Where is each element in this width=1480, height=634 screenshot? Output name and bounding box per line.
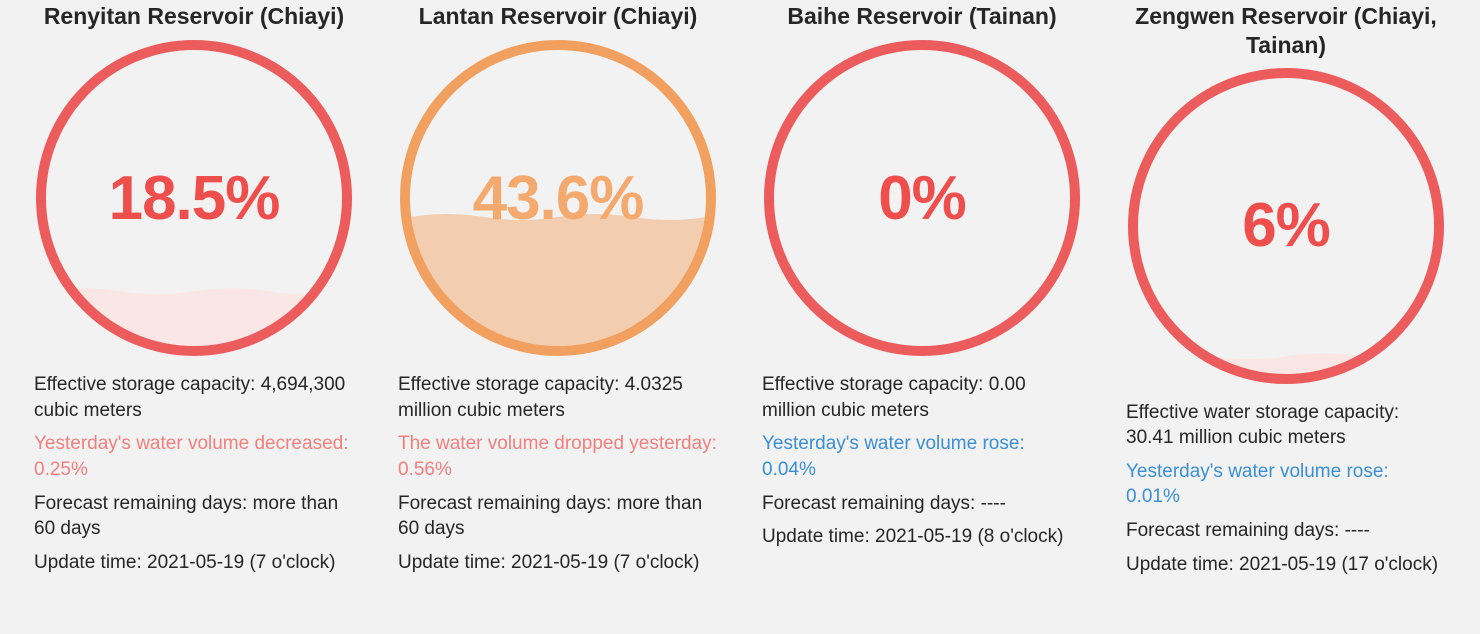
updated-text: Update time: 2021-05-19 (8 o'clock) bbox=[762, 524, 1082, 550]
capacity-text: Effective storage capacity: 0.00 million… bbox=[762, 372, 1082, 423]
forecast-text: Forecast remaining days: more than 60 da… bbox=[34, 491, 354, 542]
gauge: 43.6% bbox=[398, 38, 718, 358]
reservoir-dashboard: Renyitan Reservoir (Chiayi) 18.5% Effect… bbox=[0, 0, 1480, 634]
forecast-text: Forecast remaining days: ---- bbox=[1126, 518, 1446, 544]
capacity-text: Effective water storage capacity: 30.41 … bbox=[1126, 400, 1446, 451]
reservoir-title: Renyitan Reservoir (Chiayi) bbox=[44, 2, 344, 32]
reservoir-title: Lantan Reservoir (Chiayi) bbox=[419, 2, 698, 32]
capacity-text: Effective storage capacity: 4,694,300 cu… bbox=[34, 372, 354, 423]
reservoir-info: Effective storage capacity: 4.0325 milli… bbox=[388, 358, 728, 583]
reservoir-title: Baihe Reservoir (Tainan) bbox=[787, 2, 1056, 32]
reservoir-card: Lantan Reservoir (Chiayi) 43.6% Effectiv… bbox=[388, 0, 728, 634]
forecast-text: Forecast remaining days: more than 60 da… bbox=[398, 491, 718, 542]
reservoir-card: Baihe Reservoir (Tainan) 0% Effective st… bbox=[752, 0, 1092, 634]
gauge-percent-label: 6% bbox=[1242, 190, 1330, 261]
change-text: Yesterday's water volume rose: 0.04% bbox=[762, 431, 1082, 482]
updated-text: Update time: 2021-05-19 (7 o'clock) bbox=[398, 550, 718, 576]
change-text: Yesterday's water volume decreased: 0.25… bbox=[34, 431, 354, 482]
forecast-text: Forecast remaining days: ---- bbox=[762, 491, 1082, 517]
change-text: The water volume dropped yesterday: 0.56… bbox=[398, 431, 718, 482]
change-text: Yesterday's water volume rose: 0.01% bbox=[1126, 459, 1446, 510]
updated-text: Update time: 2021-05-19 (17 o'clock) bbox=[1126, 552, 1446, 578]
reservoir-info: Effective storage capacity: 0.00 million… bbox=[752, 358, 1092, 558]
reservoir-card: Renyitan Reservoir (Chiayi) 18.5% Effect… bbox=[24, 0, 364, 634]
gauge-percent-label: 18.5% bbox=[109, 163, 280, 234]
gauge: 0% bbox=[762, 38, 1082, 358]
reservoir-title: Zengwen Reservoir (Chiayi, Tainan) bbox=[1116, 2, 1456, 60]
reservoir-card: Zengwen Reservoir (Chiayi, Tainan) 6% Ef… bbox=[1116, 0, 1456, 634]
gauge-percent-label: 43.6% bbox=[473, 163, 644, 234]
reservoir-info: Effective storage capacity: 4,694,300 cu… bbox=[24, 358, 364, 583]
reservoir-info: Effective water storage capacity: 30.41 … bbox=[1116, 386, 1456, 586]
gauge: 6% bbox=[1126, 66, 1446, 386]
capacity-text: Effective storage capacity: 4.0325 milli… bbox=[398, 372, 718, 423]
gauge: 18.5% bbox=[34, 38, 354, 358]
gauge-percent-label: 0% bbox=[878, 163, 966, 234]
updated-text: Update time: 2021-05-19 (7 o'clock) bbox=[34, 550, 354, 576]
